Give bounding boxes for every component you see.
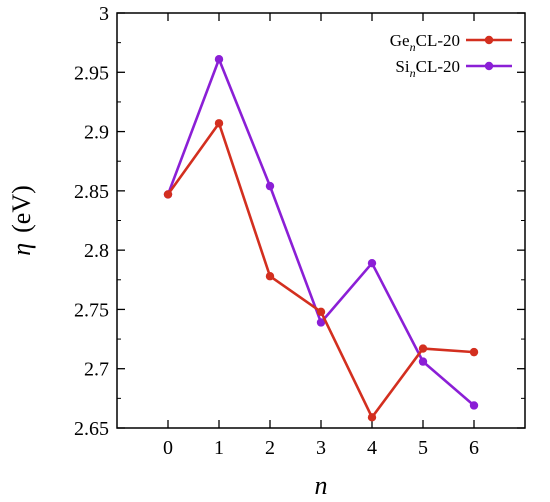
data-point bbox=[163, 190, 173, 199]
legend-label-base: Si bbox=[395, 57, 409, 76]
legend-item: SinCL-20 bbox=[395, 57, 512, 80]
series-line bbox=[166, 57, 475, 407]
y-tick-label: 2.95 bbox=[74, 62, 109, 84]
y-tick-label: 2.65 bbox=[74, 418, 109, 440]
series-line bbox=[166, 121, 475, 419]
legend-swatch-marker bbox=[484, 35, 494, 45]
data-point bbox=[418, 357, 428, 366]
x-tick-label: 6 bbox=[469, 437, 479, 459]
legend-item: GenCL-20 bbox=[390, 31, 512, 54]
y-tick-label: 2.8 bbox=[84, 240, 109, 262]
y-tick-label: 3 bbox=[99, 3, 109, 25]
plot-frame bbox=[116, 12, 526, 429]
y-axis-title: η (eV) bbox=[7, 185, 36, 256]
series-layer bbox=[163, 55, 479, 422]
legend-label-sub: n bbox=[410, 40, 416, 54]
legend-label: SinCL-20 bbox=[395, 57, 460, 80]
x-tick-label: 1 bbox=[214, 437, 224, 459]
data-point bbox=[469, 401, 479, 410]
data-point bbox=[469, 347, 479, 357]
data-point bbox=[418, 344, 428, 353]
plot-area bbox=[116, 12, 526, 429]
y-tick-label: 2.7 bbox=[84, 359, 109, 381]
x-tick-label: 4 bbox=[367, 437, 377, 459]
legend-label: GenCL-20 bbox=[390, 31, 460, 54]
x-axis-title: n bbox=[315, 471, 328, 500]
x-tick-label: 2 bbox=[265, 437, 275, 459]
y-axis-title-unit: (eV) bbox=[7, 185, 36, 233]
x-axis: 0 1 2 3 4 5 6 bbox=[163, 13, 479, 459]
x-tick-label: 0 bbox=[163, 437, 173, 459]
legend-swatch-marker bbox=[484, 61, 494, 71]
data-point bbox=[214, 55, 224, 64]
y-axis-title-symbol: η bbox=[7, 243, 36, 256]
data-point bbox=[316, 307, 326, 316]
data-point bbox=[265, 272, 275, 281]
legend-label-rest: CL-20 bbox=[416, 31, 460, 50]
x-tick-label: 3 bbox=[316, 437, 326, 459]
y-tick-label: 2.75 bbox=[74, 299, 109, 321]
data-point bbox=[214, 119, 224, 128]
data-point bbox=[367, 258, 377, 268]
y-axis: 2.65 2.7 2.75 2.8 2.85 2.9 2.95 3 bbox=[74, 3, 525, 440]
legend-label-base: Ge bbox=[390, 31, 410, 50]
legend-label-sub: n bbox=[410, 66, 416, 80]
legend-label-rest: CL-20 bbox=[416, 57, 460, 76]
series-ge bbox=[163, 119, 479, 422]
y-tick-label: 2.85 bbox=[74, 181, 109, 203]
x-tick-label: 5 bbox=[418, 437, 428, 459]
data-point bbox=[265, 181, 275, 191]
data-point bbox=[367, 413, 377, 422]
data-point bbox=[316, 318, 326, 327]
series-si bbox=[163, 55, 479, 410]
y-tick-label: 2.9 bbox=[84, 122, 109, 144]
